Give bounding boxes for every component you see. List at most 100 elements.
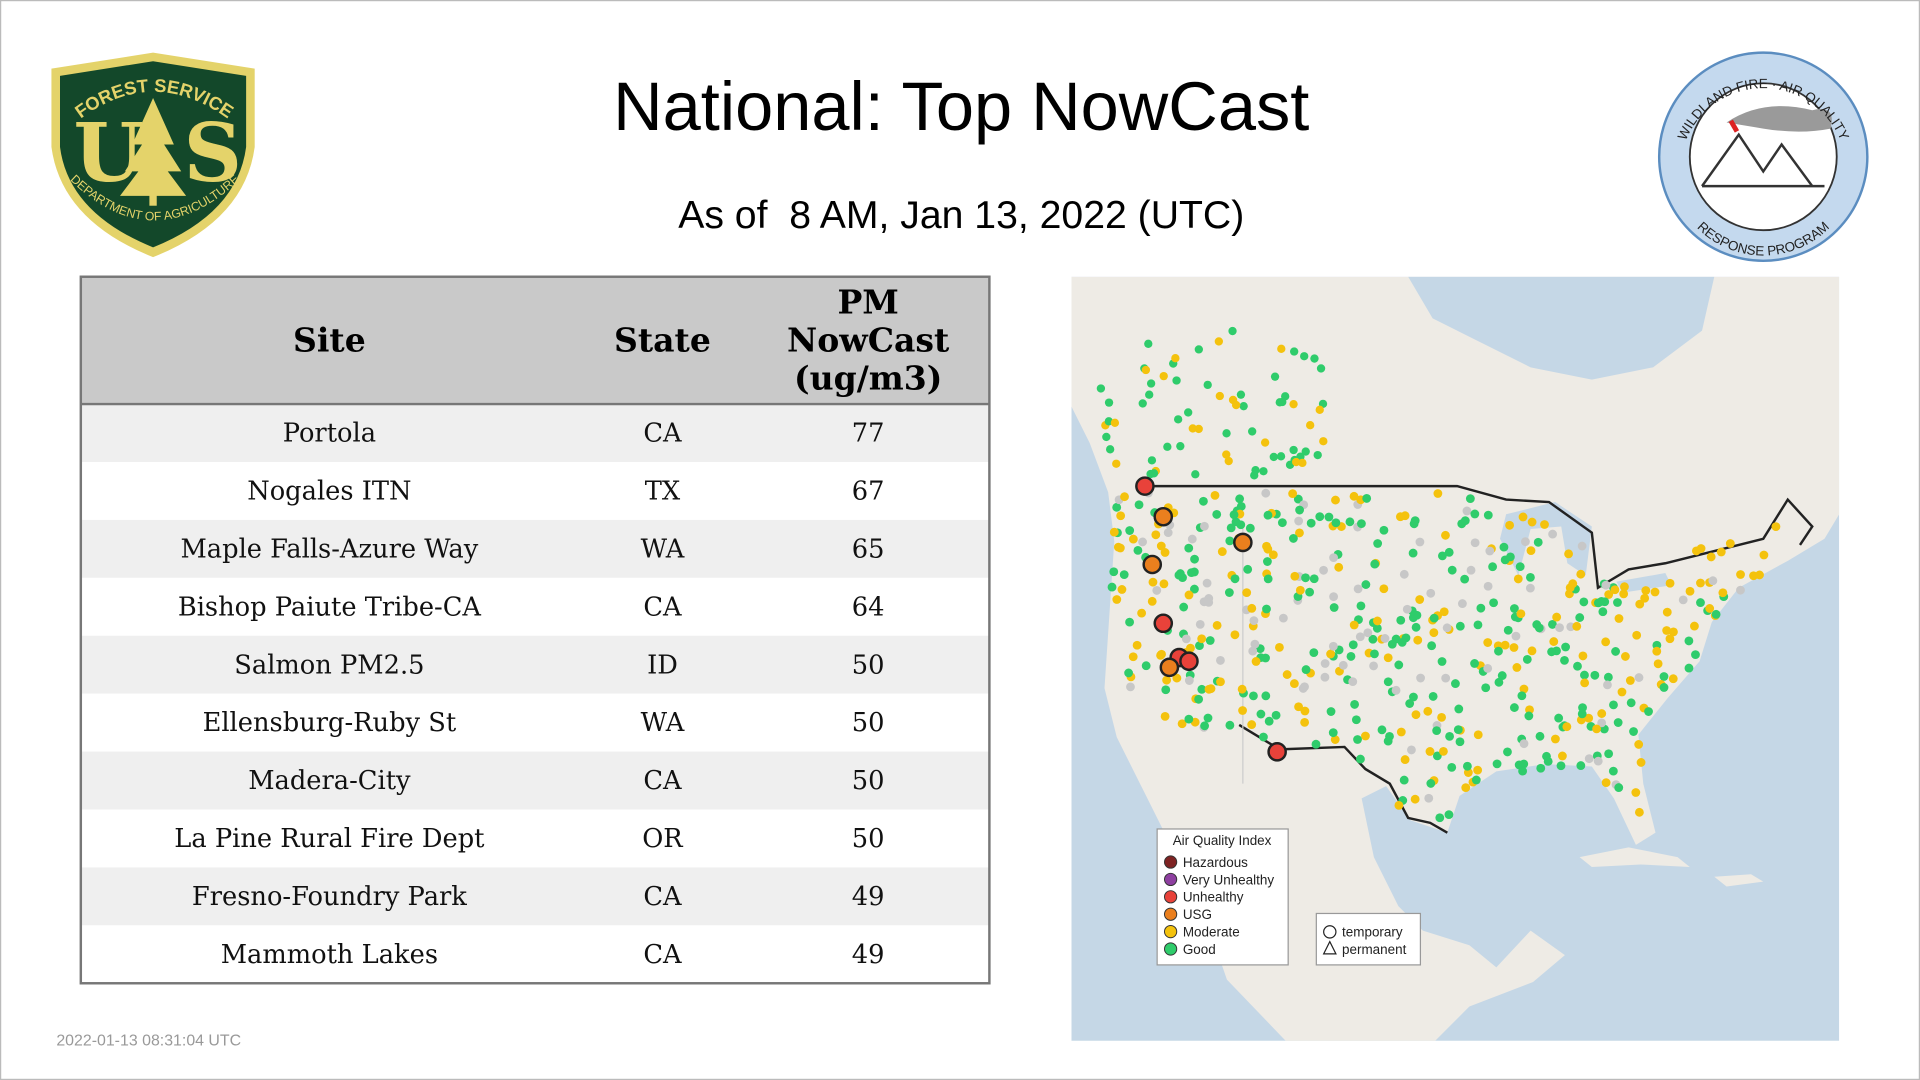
- station-dot: [1236, 390, 1246, 399]
- table-cell: 67: [852, 477, 885, 507]
- station-dot: [1260, 438, 1270, 447]
- station-dot: [1500, 555, 1510, 565]
- table-cell: 49: [852, 940, 885, 970]
- station-dot: [1298, 684, 1308, 693]
- station-dot: [1494, 677, 1504, 687]
- station-dot: [1564, 549, 1573, 559]
- station-dot: [1519, 739, 1529, 749]
- station-dot: [1226, 523, 1236, 533]
- station-dot: [1584, 713, 1594, 723]
- station-dot: [1397, 637, 1407, 647]
- station-dot: [1549, 637, 1559, 646]
- station-dot: [1396, 727, 1406, 737]
- table-cell: Fresno-Foundry Park: [192, 882, 467, 912]
- station-dot: [1309, 574, 1319, 584]
- station-dot: [1125, 526, 1135, 535]
- station-dot: [1355, 632, 1365, 642]
- station-dot: [1217, 547, 1227, 556]
- station-dot: [1716, 547, 1726, 557]
- table-cell: OR: [642, 824, 683, 854]
- station-dot: [1328, 641, 1338, 651]
- station-dot: [1277, 518, 1287, 528]
- station-dot: [1394, 660, 1404, 670]
- station-dot: [1653, 659, 1663, 669]
- station-dot: [1410, 794, 1420, 804]
- station-dot: [1380, 634, 1390, 643]
- station-dot: [1263, 574, 1273, 584]
- station-dot: [1141, 365, 1151, 375]
- station-dot: [1402, 604, 1412, 614]
- station-dot: [1519, 684, 1529, 694]
- station-dot: [1268, 550, 1278, 560]
- station-dot: [1112, 595, 1122, 604]
- station-dot: [1489, 598, 1498, 608]
- station-dot: [1212, 510, 1222, 519]
- station-dot: [1126, 682, 1135, 692]
- station-dot: [1400, 755, 1410, 764]
- table-cell: 50: [852, 766, 885, 796]
- station-dot: [1526, 572, 1535, 582]
- wfaqrp-logo: WILDLAND FIRE · AIR QUALITY RESPONSE PRO…: [1657, 51, 1869, 263]
- station-dot: [1115, 543, 1125, 553]
- table-cell: WA: [641, 534, 685, 564]
- legend-swatch: [1164, 942, 1178, 956]
- table-row-bg: [80, 925, 990, 984]
- table-cell: WA: [641, 708, 685, 738]
- station-dot: [1357, 519, 1366, 529]
- station-dot: [1329, 592, 1339, 602]
- station-dot: [1500, 640, 1510, 650]
- station-dot: [1204, 684, 1214, 694]
- station-dot: [1548, 529, 1558, 539]
- shape-legend-label: permanent: [1342, 942, 1407, 957]
- station-dot: [1631, 788, 1641, 797]
- usfs-logo: U S FOREST SERVICE DEPARTMENT OF AGRICUL…: [51, 52, 255, 258]
- station-dot: [1435, 813, 1445, 823]
- table-cell: 49: [852, 882, 885, 912]
- station-dot: [1300, 706, 1310, 716]
- station-dot: [1725, 539, 1735, 548]
- station-dot: [1441, 673, 1451, 683]
- station-dot: [1125, 617, 1134, 627]
- station-dot: [1447, 762, 1457, 772]
- station-dot: [1331, 518, 1341, 528]
- legend-swatch: [1164, 907, 1178, 921]
- table-cell: Maple Falls-Azure Way: [180, 534, 478, 564]
- station-dot: [1662, 607, 1672, 617]
- station-dot: [1437, 551, 1447, 561]
- station-dot: [1194, 694, 1204, 704]
- station-dot: [1173, 415, 1183, 424]
- station-dot: [1445, 731, 1454, 741]
- station-dot: [1295, 585, 1305, 595]
- station-dot: [1455, 737, 1465, 747]
- station-dot: [1141, 661, 1151, 671]
- legend-label: Unhealthy: [1183, 890, 1244, 905]
- station-dot: [1110, 418, 1120, 427]
- map-stations: [1096, 326, 1781, 823]
- station-dot: [1377, 725, 1387, 735]
- station-dot: [1346, 652, 1356, 661]
- station-dot: [1515, 562, 1525, 572]
- station-dot: [1202, 578, 1212, 588]
- legend-title: Air Quality Index: [1173, 833, 1272, 848]
- map: Air Quality Index Hazardous Very Unhealth…: [1071, 276, 1840, 1041]
- station-dot: [1509, 703, 1519, 712]
- station-dot: [1356, 601, 1366, 611]
- station-dot: [1229, 510, 1239, 520]
- station-dot: [1271, 710, 1281, 720]
- station-dot: [1300, 717, 1310, 727]
- station-dot: [1659, 683, 1669, 692]
- table-cell: 50: [852, 650, 885, 680]
- station-dot: [1184, 676, 1194, 685]
- station-dot: [1269, 452, 1278, 462]
- station-dot: [1331, 495, 1340, 505]
- station-dot: [1554, 713, 1564, 723]
- station-dot: [1293, 494, 1303, 504]
- station-dot: [1172, 673, 1182, 683]
- station-dot: [1483, 638, 1493, 647]
- station-dot: [1300, 352, 1309, 361]
- station-dot: [1665, 634, 1675, 644]
- station-dot: [1540, 520, 1549, 529]
- station-dot: [1310, 354, 1319, 363]
- table-cell: 65: [852, 534, 885, 564]
- station-dot: [1329, 603, 1339, 612]
